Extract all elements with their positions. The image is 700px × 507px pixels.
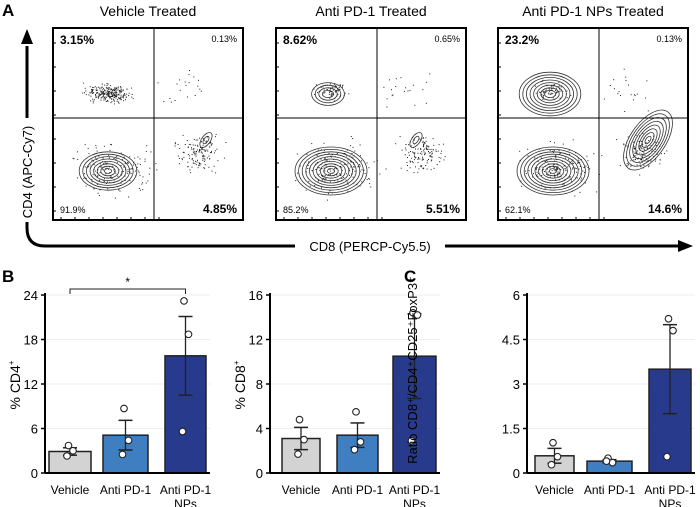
contour-lines xyxy=(516,71,673,196)
data-point xyxy=(664,314,673,323)
contour-lines xyxy=(294,82,423,196)
flow-plot-title: Anti PD-1 Treated xyxy=(315,3,426,19)
y-tick-label: 4 xyxy=(256,422,263,437)
y-axis-label: % CD8+ xyxy=(232,360,248,409)
data-point xyxy=(178,427,187,436)
bar-chart-2: 0 1.5 3 4.5 6 Vehicle Anti PD-1 Anti PD-1 NPs Rat… xyxy=(405,276,696,507)
arrow-up-icon xyxy=(21,29,33,44)
y-tick-label: 12 xyxy=(249,333,263,348)
data-point xyxy=(356,438,365,446)
data-point xyxy=(69,446,77,455)
data-point xyxy=(602,457,611,465)
panel-label-c: C xyxy=(404,267,416,286)
data-point xyxy=(64,441,73,450)
event-dots xyxy=(72,70,227,199)
quadrant-percent-q_ul: 23.2% xyxy=(505,33,539,47)
y-tick-label: 6 xyxy=(31,422,38,437)
y-tick-label: 0 xyxy=(31,466,38,481)
data-point xyxy=(63,452,71,460)
data-point xyxy=(547,460,556,469)
y-tick-label: 0 xyxy=(256,466,263,481)
quadrant-percent-q_ll: 91.9% xyxy=(60,205,86,215)
flow-plot-title: Vehicle Treated xyxy=(100,3,197,19)
significance-bracket xyxy=(69,288,186,294)
data-point xyxy=(663,452,671,461)
y-axis-label: Ratio CD8⁺/CD4⁺CD25⁺FoxP3⁺ xyxy=(405,276,420,464)
x-tick-label: Anti PD-1 NPs xyxy=(160,483,212,507)
flow-plot: Anti PD-1 Treated 8.62% 0.65% 85.2% 5.51% xyxy=(275,3,467,221)
quadrant-percent-q_ul: 8.62% xyxy=(283,33,317,47)
data-point xyxy=(184,330,193,339)
x-tick-label: Vehicle xyxy=(282,483,321,497)
quadrant-percent-q_ll: 62.1% xyxy=(505,205,531,215)
x-tick-label: Anti PD-1 NPs xyxy=(389,483,441,507)
y-tick-label: 12 xyxy=(24,377,38,392)
flow-plot-title: Anti PD-1 NPs Treated xyxy=(522,3,664,19)
y-tick-label: 6 xyxy=(513,288,520,303)
quadrant-percent-q_ur: 0.13% xyxy=(211,34,237,44)
data-point xyxy=(300,435,308,444)
data-point xyxy=(553,452,562,461)
y-tick-label: 18 xyxy=(24,333,38,348)
data-point xyxy=(124,436,133,445)
quadrant-percent-q_lr: 14.6% xyxy=(648,202,682,216)
quadrant-percent-q_ur: 0.65% xyxy=(434,34,460,44)
significance-marker: * xyxy=(125,275,130,289)
flow-axes: CD4 (APC-Cy7) CD8 (PERCP-Cy5.5) xyxy=(18,29,693,256)
data-point xyxy=(295,415,304,424)
panel-label-b: B xyxy=(2,267,14,286)
plot-frame xyxy=(497,27,689,221)
y-tick-label: 1.5 xyxy=(502,422,520,437)
flow-plot: Vehicle Treated 3.15% 0.13% 91.9% 4.85% xyxy=(52,3,244,221)
bar-chart-1: 0 4 8 12 16 Vehicle Anti PD-1 Anti PD-1 NPs % CD8… xyxy=(232,288,440,507)
flow-plot: Anti PD-1 NPs Treated 23.2% 0.13% 62.1% 14.6… xyxy=(497,3,689,221)
plot-frame xyxy=(275,27,467,221)
y-tick-label: 24 xyxy=(24,288,38,303)
x-tick-label: Vehicle xyxy=(535,483,574,497)
plot-frame xyxy=(52,27,244,221)
y-tick-label: 3 xyxy=(513,377,520,392)
bar-chart-0: 0 6 12 18 24 Vehicle Anti PD-1 Anti PD-1 NPs % CD… xyxy=(7,275,211,507)
x-tick-label: Anti PD-1 NPs xyxy=(644,483,696,507)
y-tick-label: 16 xyxy=(249,288,263,303)
quadrant-percent-q_lr: 5.51% xyxy=(426,202,460,216)
data-point xyxy=(120,404,128,413)
x-tick-label: Anti PD-1 xyxy=(584,483,636,497)
x-tick-label: Vehicle xyxy=(51,483,90,497)
data-point xyxy=(118,450,127,459)
y-tick-label: 4.5 xyxy=(502,333,520,348)
data-point xyxy=(549,438,557,447)
quadrant-percent-q_ur: 0.13% xyxy=(656,34,682,44)
data-point xyxy=(407,436,416,445)
panel-label-a: A xyxy=(2,1,14,20)
data-point xyxy=(352,407,360,416)
quadrant-percent-q_lr: 4.85% xyxy=(203,202,237,216)
arrow-right-icon xyxy=(678,240,693,252)
y-axis-label: % CD4+ xyxy=(7,360,23,409)
data-point xyxy=(413,311,422,319)
data-point xyxy=(350,445,359,454)
data-point xyxy=(294,450,302,458)
data-point xyxy=(180,297,188,305)
y-tick-label: 8 xyxy=(256,377,263,392)
x-tick-label: Anti PD-1 xyxy=(100,483,152,497)
quadrant-percent-q_ul: 3.15% xyxy=(60,33,94,47)
flow-y-axis-label: CD4 (APC-Cy7) xyxy=(20,126,35,218)
flow-x-axis-label: CD8 (PERCP-Cy5.5) xyxy=(309,239,430,254)
data-point xyxy=(669,326,677,335)
x-tick-label: Anti PD-1 xyxy=(332,483,384,497)
quadrant-percent-q_ll: 85.2% xyxy=(283,205,309,215)
contour-lines xyxy=(78,132,213,191)
y-tick-label: 0 xyxy=(513,466,520,481)
event-dots xyxy=(295,73,446,201)
